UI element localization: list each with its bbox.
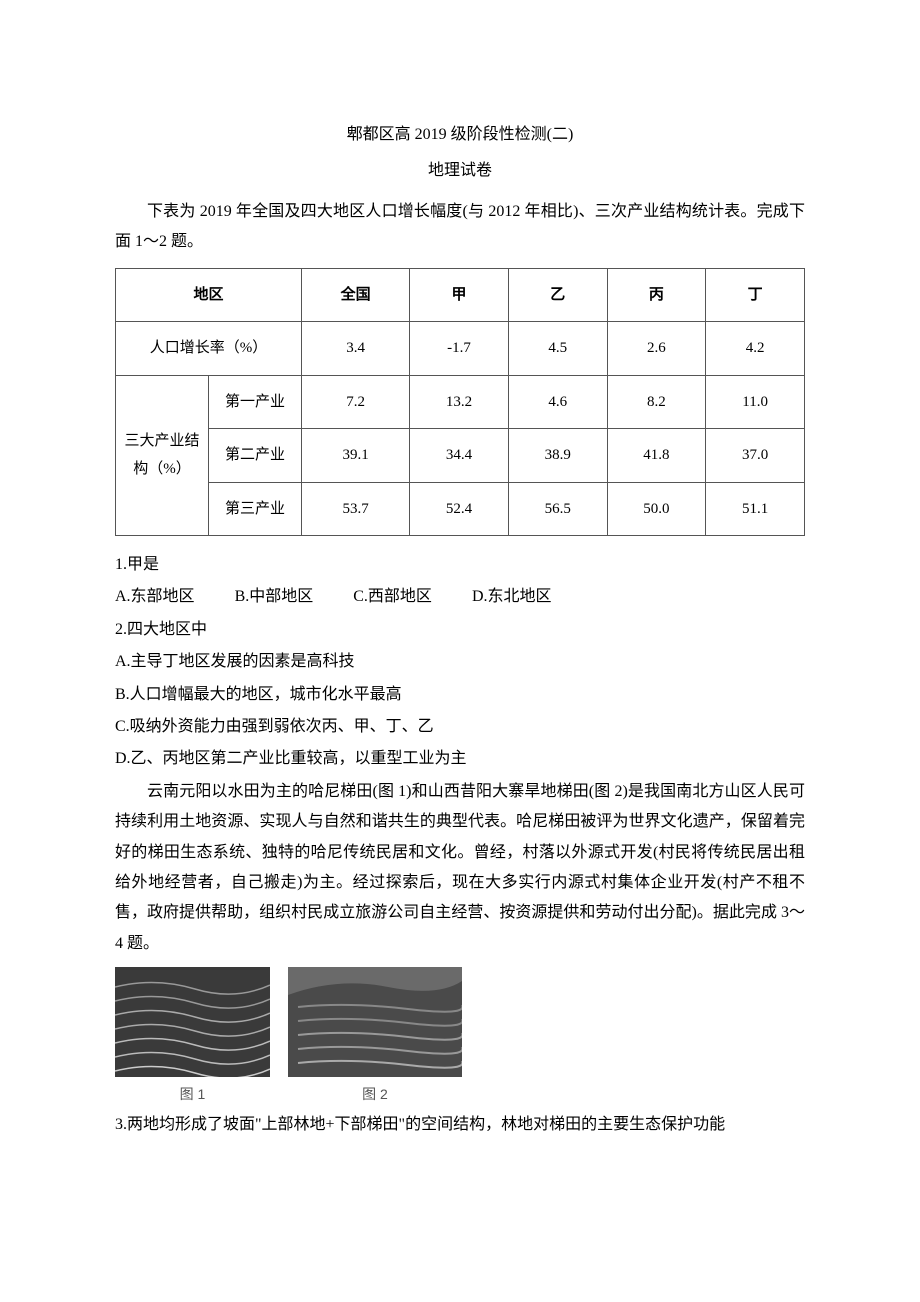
figure-1-caption: 图 1 [115,1081,270,1108]
table-row: 三大产业结构（%） 第一产业 7.2 13.2 4.6 8.2 11.0 [116,375,805,429]
q1-option-d: D.东北地区 [472,582,552,612]
td-sub-label: 第三产业 [209,482,302,536]
q2-stem: 2.四大地区中 [115,615,805,645]
q1-stem: 1.甲是 [115,550,805,580]
terrace-image-2 [288,967,462,1077]
td-sub-label: 第一产业 [209,375,302,429]
th-col: 丁 [706,268,805,322]
td-value: 37.0 [706,429,805,483]
td-value: 41.8 [607,429,706,483]
table-header-row: 地区 全国 甲 乙 丙 丁 [116,268,805,322]
table-row: 第三产业 53.7 52.4 56.5 50.0 51.1 [116,482,805,536]
exam-subject: 地理试卷 [115,156,805,186]
td-value: 4.2 [706,322,805,376]
td-value: 39.1 [302,429,410,483]
q1-options: A.东部地区 B.中部地区 C.西部地区 D.东北地区 [115,582,805,612]
q2-option-d: D.乙、丙地区第二产业比重较高，以重型工业为主 [115,744,805,774]
td-value: 52.4 [410,482,509,536]
th-col: 甲 [410,268,509,322]
table-row: 第二产业 39.1 34.4 38.9 41.8 37.0 [116,429,805,483]
exam-title: 郫都区高 2019 级阶段性检测(二) [115,120,805,150]
q2-option-b: B.人口增幅最大的地区，城市化水平最高 [115,680,805,710]
td-value: -1.7 [410,322,509,376]
statistics-table: 地区 全国 甲 乙 丙 丁 人口增长率（%） 3.4 -1.7 4.5 2.6 … [115,268,805,537]
figure-1: 图 1 [115,967,270,1108]
td-value: 2.6 [607,322,706,376]
q2-option-c: C.吸纳外资能力由强到弱依次丙、甲、丁、乙 [115,712,805,742]
q1-option-a: A.东部地区 [115,582,195,612]
td-value: 38.9 [508,429,607,483]
th-col: 丙 [607,268,706,322]
td-value: 34.4 [410,429,509,483]
terrace-image-1 [115,967,270,1077]
th-region: 地区 [116,268,302,322]
td-value: 56.5 [508,482,607,536]
td-value: 3.4 [302,322,410,376]
table-row: 人口增长率（%） 3.4 -1.7 4.5 2.6 4.2 [116,322,805,376]
td-sub-label: 第二产业 [209,429,302,483]
td-group-label: 三大产业结构（%） [116,375,209,536]
document-page: 郫都区高 2019 级阶段性检测(二) 地理试卷 下表为 2019 年全国及四大… [0,0,920,1202]
intro-paragraph-2: 云南元阳以水田为主的哈尼梯田(图 1)和山西昔阳大寨旱地梯田(图 2)是我国南北… [115,777,805,959]
q2-option-a: A.主导丁地区发展的因素是高科技 [115,647,805,677]
q1-option-b: B.中部地区 [235,582,314,612]
td-label: 人口增长率（%） [116,322,302,376]
td-value: 13.2 [410,375,509,429]
td-value: 4.5 [508,322,607,376]
td-value: 8.2 [607,375,706,429]
q3-stem: 3.两地均形成了坡面"上部林地+下部梯田"的空间结构，林地对梯田的主要生态保护功… [115,1110,805,1140]
q1-option-c: C.西部地区 [353,582,432,612]
figure-2-caption: 图 2 [288,1081,462,1108]
th-col: 全国 [302,268,410,322]
td-value: 51.1 [706,482,805,536]
intro-paragraph-1: 下表为 2019 年全国及四大地区人口增长幅度(与 2012 年相比)、三次产业… [115,197,805,258]
th-col: 乙 [508,268,607,322]
figures-row: 图 1 图 2 [115,967,805,1108]
td-value: 4.6 [508,375,607,429]
td-value: 50.0 [607,482,706,536]
td-value: 7.2 [302,375,410,429]
figure-2: 图 2 [288,967,462,1108]
td-value: 11.0 [706,375,805,429]
td-value: 53.7 [302,482,410,536]
